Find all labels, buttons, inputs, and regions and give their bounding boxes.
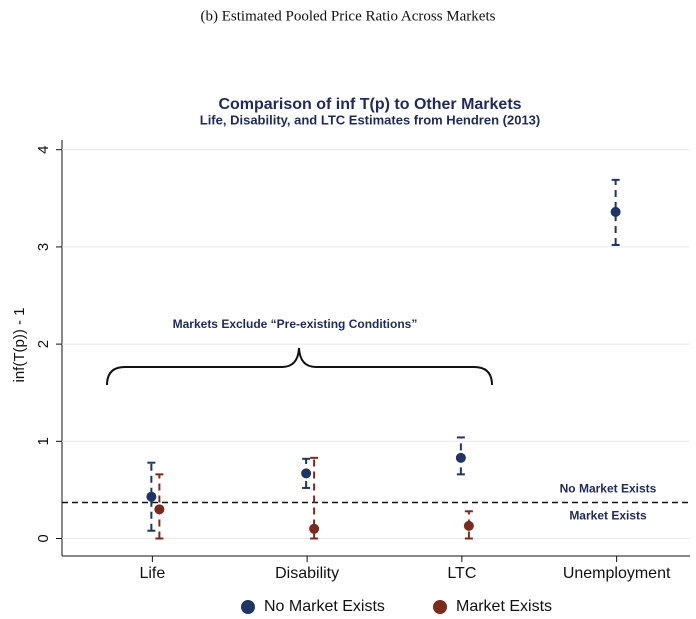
chart-title: Comparison of inf T(p) to Other Markets bbox=[218, 96, 521, 113]
point bbox=[463, 520, 474, 531]
point bbox=[146, 491, 157, 502]
point bbox=[610, 206, 621, 217]
y-tick-label: 1 bbox=[35, 437, 52, 445]
x-tick-label: Life bbox=[139, 565, 165, 582]
y-tick-label: 3 bbox=[35, 243, 52, 251]
x-tick-label: LTC bbox=[447, 565, 476, 582]
y-tick-label: 0 bbox=[35, 534, 52, 542]
annotation: Markets Exclude “Pre-existing Conditions… bbox=[173, 317, 418, 331]
reference-label: No Market Exists bbox=[560, 482, 657, 496]
brace bbox=[106, 347, 493, 386]
chart-subtitle: Life, Disability, and LTC Estimates from… bbox=[200, 112, 540, 127]
legend-marker bbox=[433, 600, 447, 614]
point bbox=[154, 504, 165, 515]
legend-label: Market Exists bbox=[456, 598, 552, 615]
legend-label: No Market Exists bbox=[264, 598, 385, 615]
y-tick-label: 2 bbox=[35, 340, 52, 348]
y-tick-label: 4 bbox=[35, 146, 52, 154]
point bbox=[301, 468, 312, 479]
caption: (b) Estimated Pooled Price Ratio Across … bbox=[201, 8, 496, 24]
x-tick-label: Unemployment bbox=[563, 565, 671, 582]
reference-label: Market Exists bbox=[569, 509, 647, 523]
point bbox=[309, 523, 320, 534]
x-tick-label: Disability bbox=[275, 565, 339, 582]
point bbox=[455, 452, 466, 463]
legend-marker bbox=[241, 600, 255, 614]
y-axis-label: inf(T(p)) - 1 bbox=[11, 308, 28, 383]
